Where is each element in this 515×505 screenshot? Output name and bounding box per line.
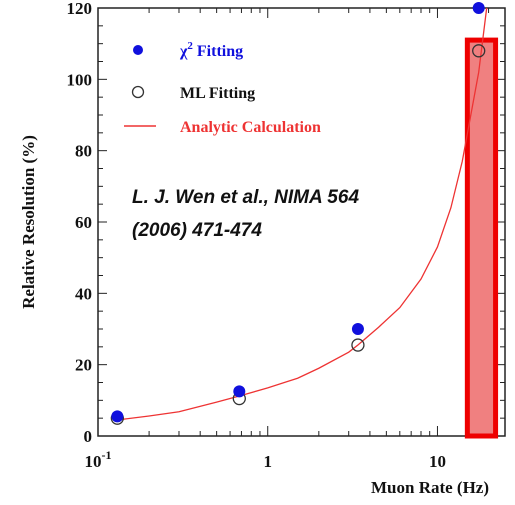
legend-label-ml: ML Fitting (180, 85, 255, 102)
plot-frame (97, 7, 506, 437)
chi2-fitting-point (472, 2, 485, 14)
series-analytic-line (117, 7, 488, 421)
y-tick-label: 60 (75, 213, 92, 232)
legend-label-analytic: Analytic Calculation (180, 119, 321, 136)
y-tick-label: 80 (75, 142, 92, 161)
x-axis-title: Muon Rate (Hz) (371, 478, 489, 497)
y-tick-label: 20 (75, 356, 92, 375)
citation-line-1: L. J. Wen et al., NIMA 564 (132, 187, 359, 208)
ml-fitting-point (351, 338, 365, 352)
citation-line-2: (2006) 471-474 (132, 220, 262, 241)
chi2-fitting-point (111, 410, 124, 423)
x-tick-label: 1 (263, 452, 272, 471)
y-axis-title: Relative Resolution (%) (19, 135, 38, 309)
x-tick-label: 10 (429, 452, 446, 471)
y-tick-label: 0 (84, 427, 93, 446)
legend-marker-ml (131, 85, 145, 99)
y-tick-label: 120 (67, 0, 93, 18)
ml-fitting-point (472, 44, 486, 58)
highlight-box (464, 37, 499, 439)
x-tick-label: 10-1 (85, 448, 112, 471)
y-tick-label: 100 (67, 70, 93, 89)
y-tick-label: 40 (75, 284, 92, 303)
chi2-fitting-point (233, 385, 246, 398)
legend-label-chi2: χ2 Fitting (179, 40, 243, 60)
legend-marker-chi2 (133, 45, 143, 55)
chi2-fitting-point (351, 323, 364, 335)
legend: χ2 Fitting ML Fitting Analytic Calculati… (124, 40, 321, 136)
